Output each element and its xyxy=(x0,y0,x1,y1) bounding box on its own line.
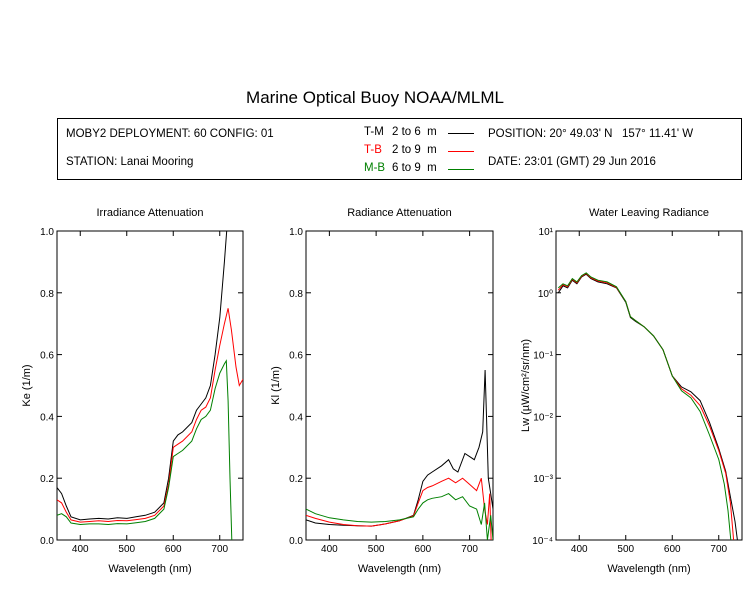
legend-key-t-b: T-B xyxy=(364,144,382,156)
chart2-y-tick-label: 0.4 xyxy=(289,412,303,423)
chart3-series-m-b xyxy=(557,272,732,540)
legend-line-t-m xyxy=(448,133,474,134)
chart3-y-axis-label: Lw (µW/cm²/sr/nm) xyxy=(520,339,532,432)
chart3-x-axis-label: Wavelength (nm) xyxy=(607,563,690,575)
chart2-y-tick-label: 0.8 xyxy=(289,289,303,300)
legend-key-m-b: M-B xyxy=(364,162,386,174)
chart2-x-tick-label: 700 xyxy=(461,544,478,555)
chart3-series-t-m xyxy=(557,273,738,540)
date-text: DATE: 23:01 (GMT) 29 Jun 2016 xyxy=(488,156,656,168)
chart3-y-tick-label: 10⁻⁴ xyxy=(532,536,553,547)
chart3-y-tick-label: 10⁻¹ xyxy=(533,351,553,362)
chart1-y-axis-label: Ke (1/m) xyxy=(21,364,33,406)
chart3-x-tick-label: 400 xyxy=(571,544,588,555)
chart3-y-tick-label: 10⁻³ xyxy=(533,474,553,485)
legend-range-m-b: 6 to 9 m xyxy=(392,162,437,174)
legend-line-m-b xyxy=(448,169,474,170)
chart1-y-tick-label: 0.6 xyxy=(40,351,54,362)
legend-range-t-b: 2 to 9 m xyxy=(392,144,437,156)
chart2-y-tick-label: 0.0 xyxy=(289,536,303,547)
chart2-y-tick-label: 1.0 xyxy=(289,227,303,238)
chart1-plot-frame xyxy=(56,230,244,541)
chart3-x-tick-label: 600 xyxy=(664,544,681,555)
chart3-series-t-b xyxy=(557,272,735,540)
chart3-y-tick-label: 10⁰ xyxy=(538,289,553,300)
chart2-title: Radiance Attenuation xyxy=(347,207,452,219)
chart1-x-tick-label: 700 xyxy=(211,544,228,555)
chart2-plot-frame xyxy=(305,230,494,541)
info-box: MOBY2 DEPLOYMENT: 60 CONFIG: 01 STATION:… xyxy=(57,118,742,180)
chart1-y-tick-label: 0.8 xyxy=(40,289,54,300)
chart2-y-tick-label: 0.6 xyxy=(289,351,303,362)
legend-line-t-b xyxy=(448,151,474,152)
chart3-plot-frame xyxy=(555,230,743,541)
chart3-y-tick-label: 10⁻² xyxy=(533,412,553,423)
chart2-x-tick-label: 500 xyxy=(368,544,385,555)
chart2-y-axis-label: Kl (1/m) xyxy=(270,366,282,405)
chart3-x-tick-label: 500 xyxy=(617,544,634,555)
chart1-x-tick-label: 500 xyxy=(118,544,135,555)
station-text: STATION: Lanai Mooring xyxy=(66,156,194,168)
chart1-series-t-b xyxy=(57,308,243,523)
legend-key-t-m: T-M xyxy=(364,126,384,138)
chart1-x-axis-label: Wavelength (nm) xyxy=(108,563,191,575)
chart2-series-t-m xyxy=(306,369,493,527)
chart2-series-m-b xyxy=(306,493,493,540)
chart2-y-tick-label: 0.2 xyxy=(289,474,303,485)
chart1-y-tick-label: 0.0 xyxy=(40,536,54,547)
chart1-y-tick-label: 0.2 xyxy=(40,474,54,485)
chart2-series-t-b xyxy=(306,477,492,540)
chart3-x-tick-label: 700 xyxy=(710,544,727,555)
chart2-x-axis-label: Wavelength (nm) xyxy=(358,563,441,575)
chart1-title: Irradiance Attenuation xyxy=(96,207,203,219)
chart3-y-tick-label: 10¹ xyxy=(539,227,554,238)
chart1-y-tick-label: 0.4 xyxy=(40,412,54,423)
chart1-y-tick-label: 1.0 xyxy=(40,227,54,238)
chart2-x-tick-label: 400 xyxy=(321,544,338,555)
chart1-x-tick-label: 600 xyxy=(165,544,182,555)
position-text: POSITION: 20° 49.03' N 157° 11.41' W xyxy=(488,128,694,140)
chart-page-title: Marine Optical Buoy NOAA/MLML xyxy=(246,88,504,107)
legend-range-t-m: 2 to 6 m xyxy=(392,126,437,138)
chart2-x-tick-label: 600 xyxy=(415,544,432,555)
chart1-series-t-m xyxy=(57,231,228,521)
chart1-series-m-b xyxy=(57,359,233,540)
chart1-x-tick-label: 400 xyxy=(72,544,89,555)
deployment-text: MOBY2 DEPLOYMENT: 60 CONFIG: 01 xyxy=(66,128,274,140)
chart3-title: Water Leaving Radiance xyxy=(589,207,709,219)
